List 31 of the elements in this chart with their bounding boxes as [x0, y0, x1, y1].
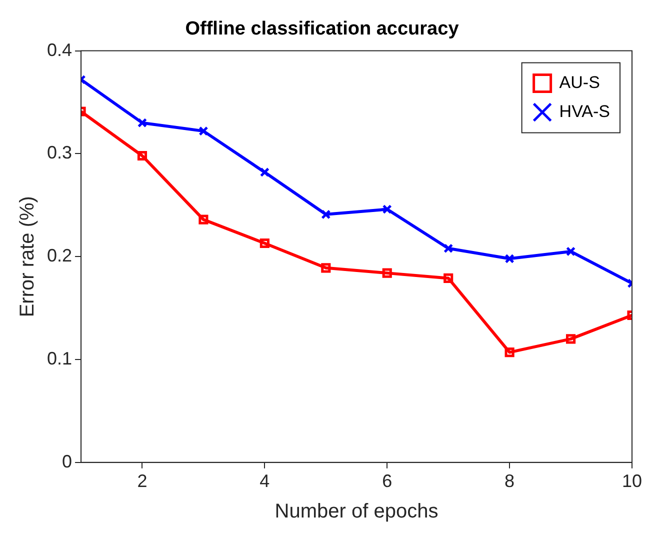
y-tick-label: 0.4	[46, 40, 72, 60]
x-tick-label: 8	[504, 471, 515, 492]
point	[260, 238, 270, 248]
point	[444, 273, 454, 283]
y-axis-title: Error rate (%)	[16, 196, 39, 318]
point	[382, 268, 392, 278]
point	[444, 244, 454, 254]
point	[504, 254, 514, 264]
point	[137, 118, 148, 128]
chart-title: Offline classification accuracy	[185, 18, 460, 40]
point	[566, 334, 576, 344]
point	[566, 246, 576, 256]
x-tick-label: 10	[622, 471, 642, 492]
point	[198, 126, 208, 136]
y-tick-label: 0.3	[46, 142, 72, 163]
point	[504, 348, 514, 358]
x-axis-title: Number of epochs	[274, 500, 438, 523]
x-tick-label: 4	[260, 471, 270, 492]
point	[198, 214, 208, 224]
point	[137, 150, 148, 161]
y-tick-label: 0	[62, 451, 72, 472]
legend-label: AU-S	[559, 72, 600, 92]
point	[321, 210, 331, 220]
y-tick-label: 0.2	[46, 246, 72, 266]
point	[260, 167, 270, 178]
point	[321, 263, 331, 273]
x-tick-label: 6	[382, 471, 392, 492]
x-tick-label: 2	[137, 471, 148, 492]
point	[382, 204, 392, 214]
y-tick-label: 0.1	[46, 348, 72, 368]
legend-label: HVA-S	[559, 102, 610, 121]
